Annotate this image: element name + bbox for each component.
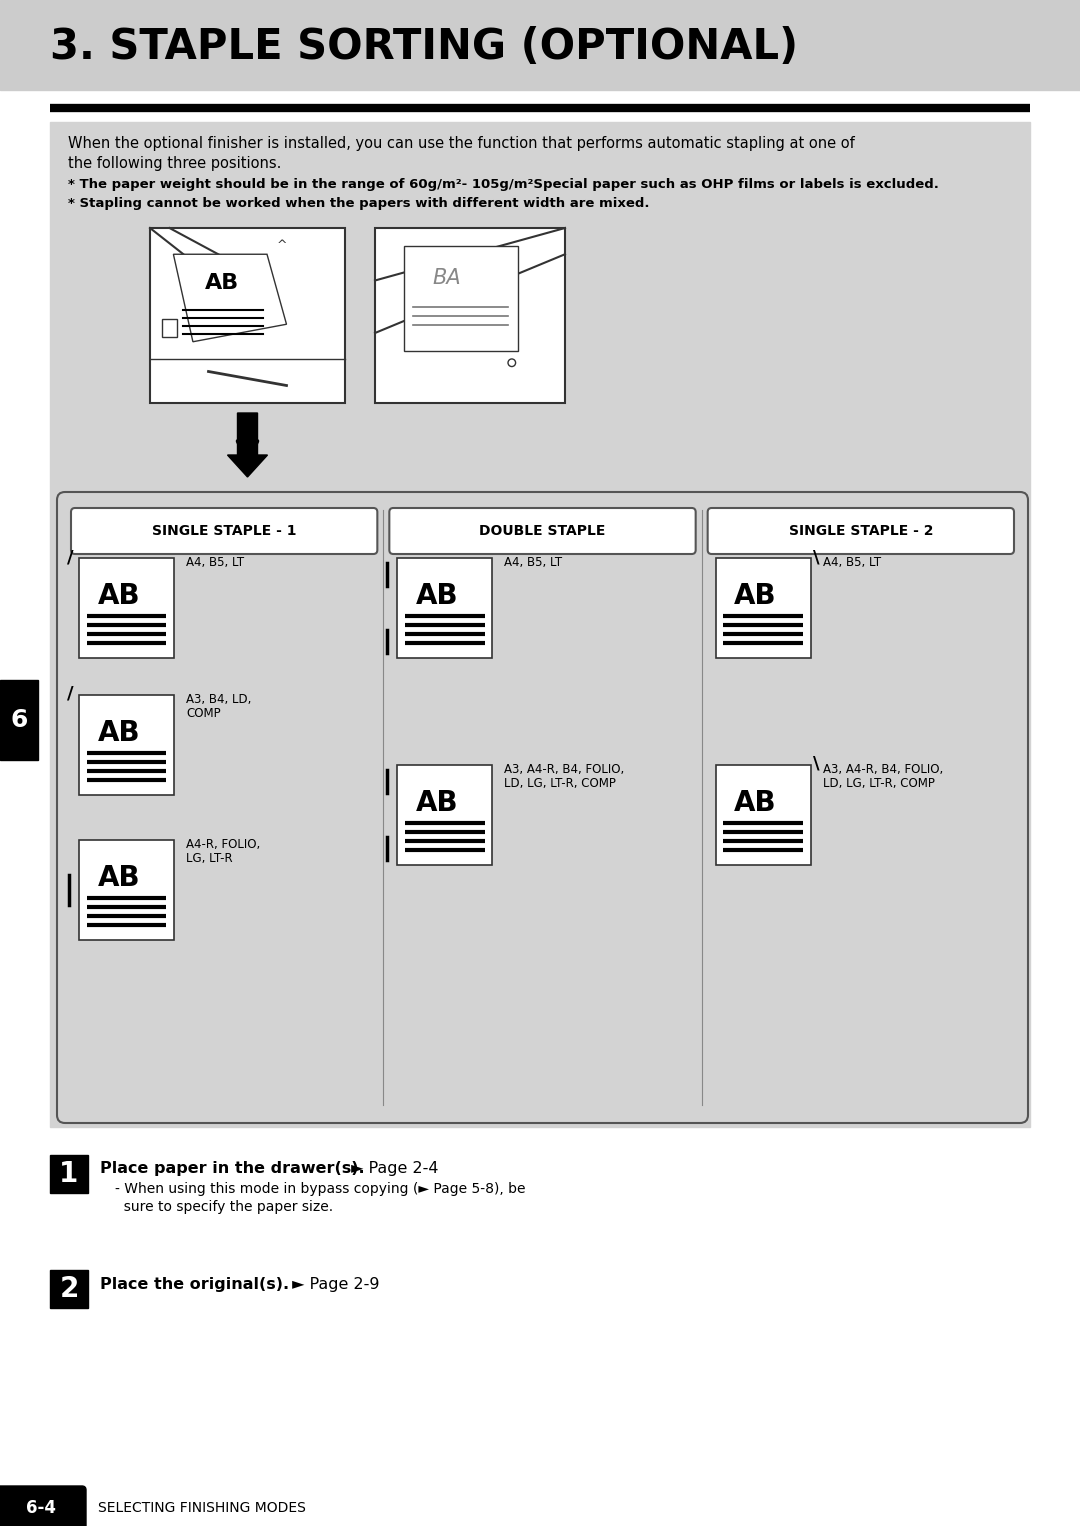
Text: - When using this mode in bypass copying (► Page 5-8), be: - When using this mode in bypass copying… [114, 1183, 526, 1196]
Text: A3, A4-R, B4, FOLIO,: A3, A4-R, B4, FOLIO, [823, 763, 943, 777]
Text: /: / [67, 548, 73, 566]
Bar [50, 1270, 87, 1308]
Text: SINGLE STAPLE - 2: SINGLE STAPLE - 2 [788, 523, 933, 539]
Text: AB: AB [97, 719, 140, 748]
Text: 6: 6 [11, 708, 28, 732]
Text: \: \ [812, 755, 820, 774]
Text: AB: AB [416, 789, 459, 816]
Bar [150, 227, 345, 403]
Polygon shape [174, 255, 286, 342]
Text: LD, LG, LT-R, COMP: LD, LG, LT-R, COMP [823, 777, 934, 790]
Bar [79, 839, 174, 940]
Text: COMP: COMP [186, 707, 220, 720]
Text: A3, A4-R, B4, FOLIO,: A3, A4-R, B4, FOLIO, [504, 763, 624, 777]
Text: DOUBLE STAPLE: DOUBLE STAPLE [480, 523, 606, 539]
Bar [0, 0, 1080, 90]
Polygon shape [404, 246, 517, 351]
Text: Place paper in the drawer(s).: Place paper in the drawer(s). [100, 1161, 365, 1177]
Text: 3. STAPLE SORTING (OPTIONAL): 3. STAPLE SORTING (OPTIONAL) [50, 26, 798, 69]
Bar [50, 1155, 87, 1193]
Text: When the optional finisher is installed, you can use the function that performs : When the optional finisher is installed,… [68, 136, 854, 151]
Text: the following three positions.: the following three positions. [68, 156, 282, 171]
FancyBboxPatch shape [0, 1486, 86, 1526]
Text: * The paper weight should be in the range of 60g/m²- 105g/m²Special paper such a: * The paper weight should be in the rang… [68, 179, 939, 191]
Text: AB: AB [734, 789, 777, 816]
Text: SINGLE STAPLE - 1: SINGLE STAPLE - 1 [152, 523, 296, 539]
FancyBboxPatch shape [71, 508, 377, 554]
Text: AB: AB [734, 581, 777, 610]
Text: /: / [67, 685, 73, 703]
Text: AB: AB [97, 864, 140, 893]
FancyArrow shape [228, 414, 268, 478]
Bar [716, 765, 811, 865]
Text: LG, LT-R: LG, LT-R [186, 852, 232, 865]
Bar [79, 694, 174, 795]
Text: ► Page 2-9: ► Page 2-9 [287, 1277, 379, 1291]
Text: AB: AB [204, 273, 239, 293]
Bar [162, 319, 177, 337]
Text: 6-4: 6-4 [26, 1499, 56, 1517]
Bar [397, 559, 492, 658]
Text: ^: ^ [276, 240, 287, 252]
FancyBboxPatch shape [57, 491, 1028, 1123]
Text: A4, B5, LT: A4, B5, LT [504, 555, 563, 569]
Text: AB: AB [416, 581, 459, 610]
Text: AB: AB [97, 581, 140, 610]
Bar [50, 122, 1030, 1128]
Bar [397, 765, 492, 865]
Text: \: \ [812, 548, 820, 566]
Text: 1: 1 [59, 1160, 79, 1189]
Bar [716, 559, 811, 658]
Text: ► Page 2-4: ► Page 2-4 [347, 1161, 438, 1177]
Bar [375, 227, 565, 403]
Text: A4, B5, LT: A4, B5, LT [823, 555, 881, 569]
Text: A3, B4, LD,: A3, B4, LD, [186, 693, 252, 707]
Text: 2: 2 [59, 1276, 79, 1303]
Text: sure to specify the paper size.: sure to specify the paper size. [114, 1199, 333, 1215]
Text: A4-R, FOLIO,: A4-R, FOLIO, [186, 838, 260, 852]
Bar [79, 559, 174, 658]
FancyBboxPatch shape [707, 508, 1014, 554]
Text: * Stapling cannot be worked when the papers with different width are mixed.: * Stapling cannot be worked when the pap… [68, 197, 649, 211]
Text: A4, B5, LT: A4, B5, LT [186, 555, 244, 569]
FancyBboxPatch shape [389, 508, 696, 554]
Text: Place the original(s).: Place the original(s). [100, 1277, 289, 1291]
Text: BA: BA [432, 269, 461, 288]
Bar [0, 681, 38, 760]
Text: SELECTING FINISHING MODES: SELECTING FINISHING MODES [98, 1502, 306, 1515]
Text: LD, LG, LT-R, COMP: LD, LG, LT-R, COMP [504, 777, 617, 790]
